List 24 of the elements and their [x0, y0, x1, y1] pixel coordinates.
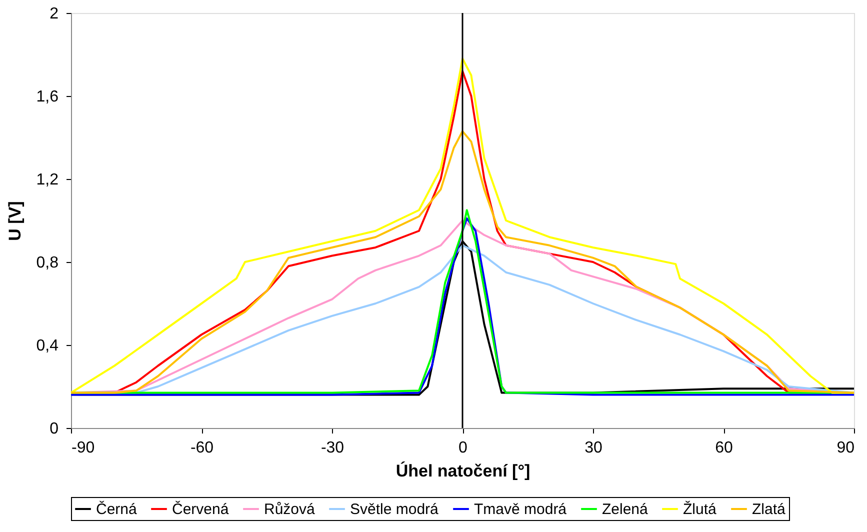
legend-label: Červená [172, 500, 230, 518]
x-axis-title: Úhel natočení [°] [396, 460, 530, 480]
legend-label: Zlatá [752, 501, 786, 518]
x-tick-label: -60 [190, 440, 214, 456]
legend-label: Tmavě modrá [474, 501, 568, 518]
legend-label: Žlutá [683, 500, 718, 518]
legend-label: Světle modrá [350, 501, 440, 518]
legend-label: Černá [96, 500, 138, 518]
y-tick-label: 0,4 [36, 338, 59, 354]
x-tick-label: 60 [715, 440, 733, 456]
legend-label: Růžová [264, 501, 316, 518]
x-tick-label: 30 [584, 440, 602, 456]
x-tick-label: 90 [836, 440, 855, 456]
x-tick-label: -30 [320, 440, 344, 456]
x-tick-label: 0 [458, 440, 468, 456]
line-series [70, 130, 855, 394]
y-axis-title: U [V] [5, 201, 24, 241]
y-tick-label: 1,6 [36, 88, 59, 106]
y-tick-label: 0 [50, 420, 59, 438]
legend-label: Zelená [602, 501, 649, 518]
x-tick-label: -90 [72, 440, 95, 456]
y-tick-label: 2 [50, 6, 59, 22]
y-tick-label: 0,8 [36, 254, 59, 272]
y-tick-label: 1,2 [36, 172, 59, 188]
